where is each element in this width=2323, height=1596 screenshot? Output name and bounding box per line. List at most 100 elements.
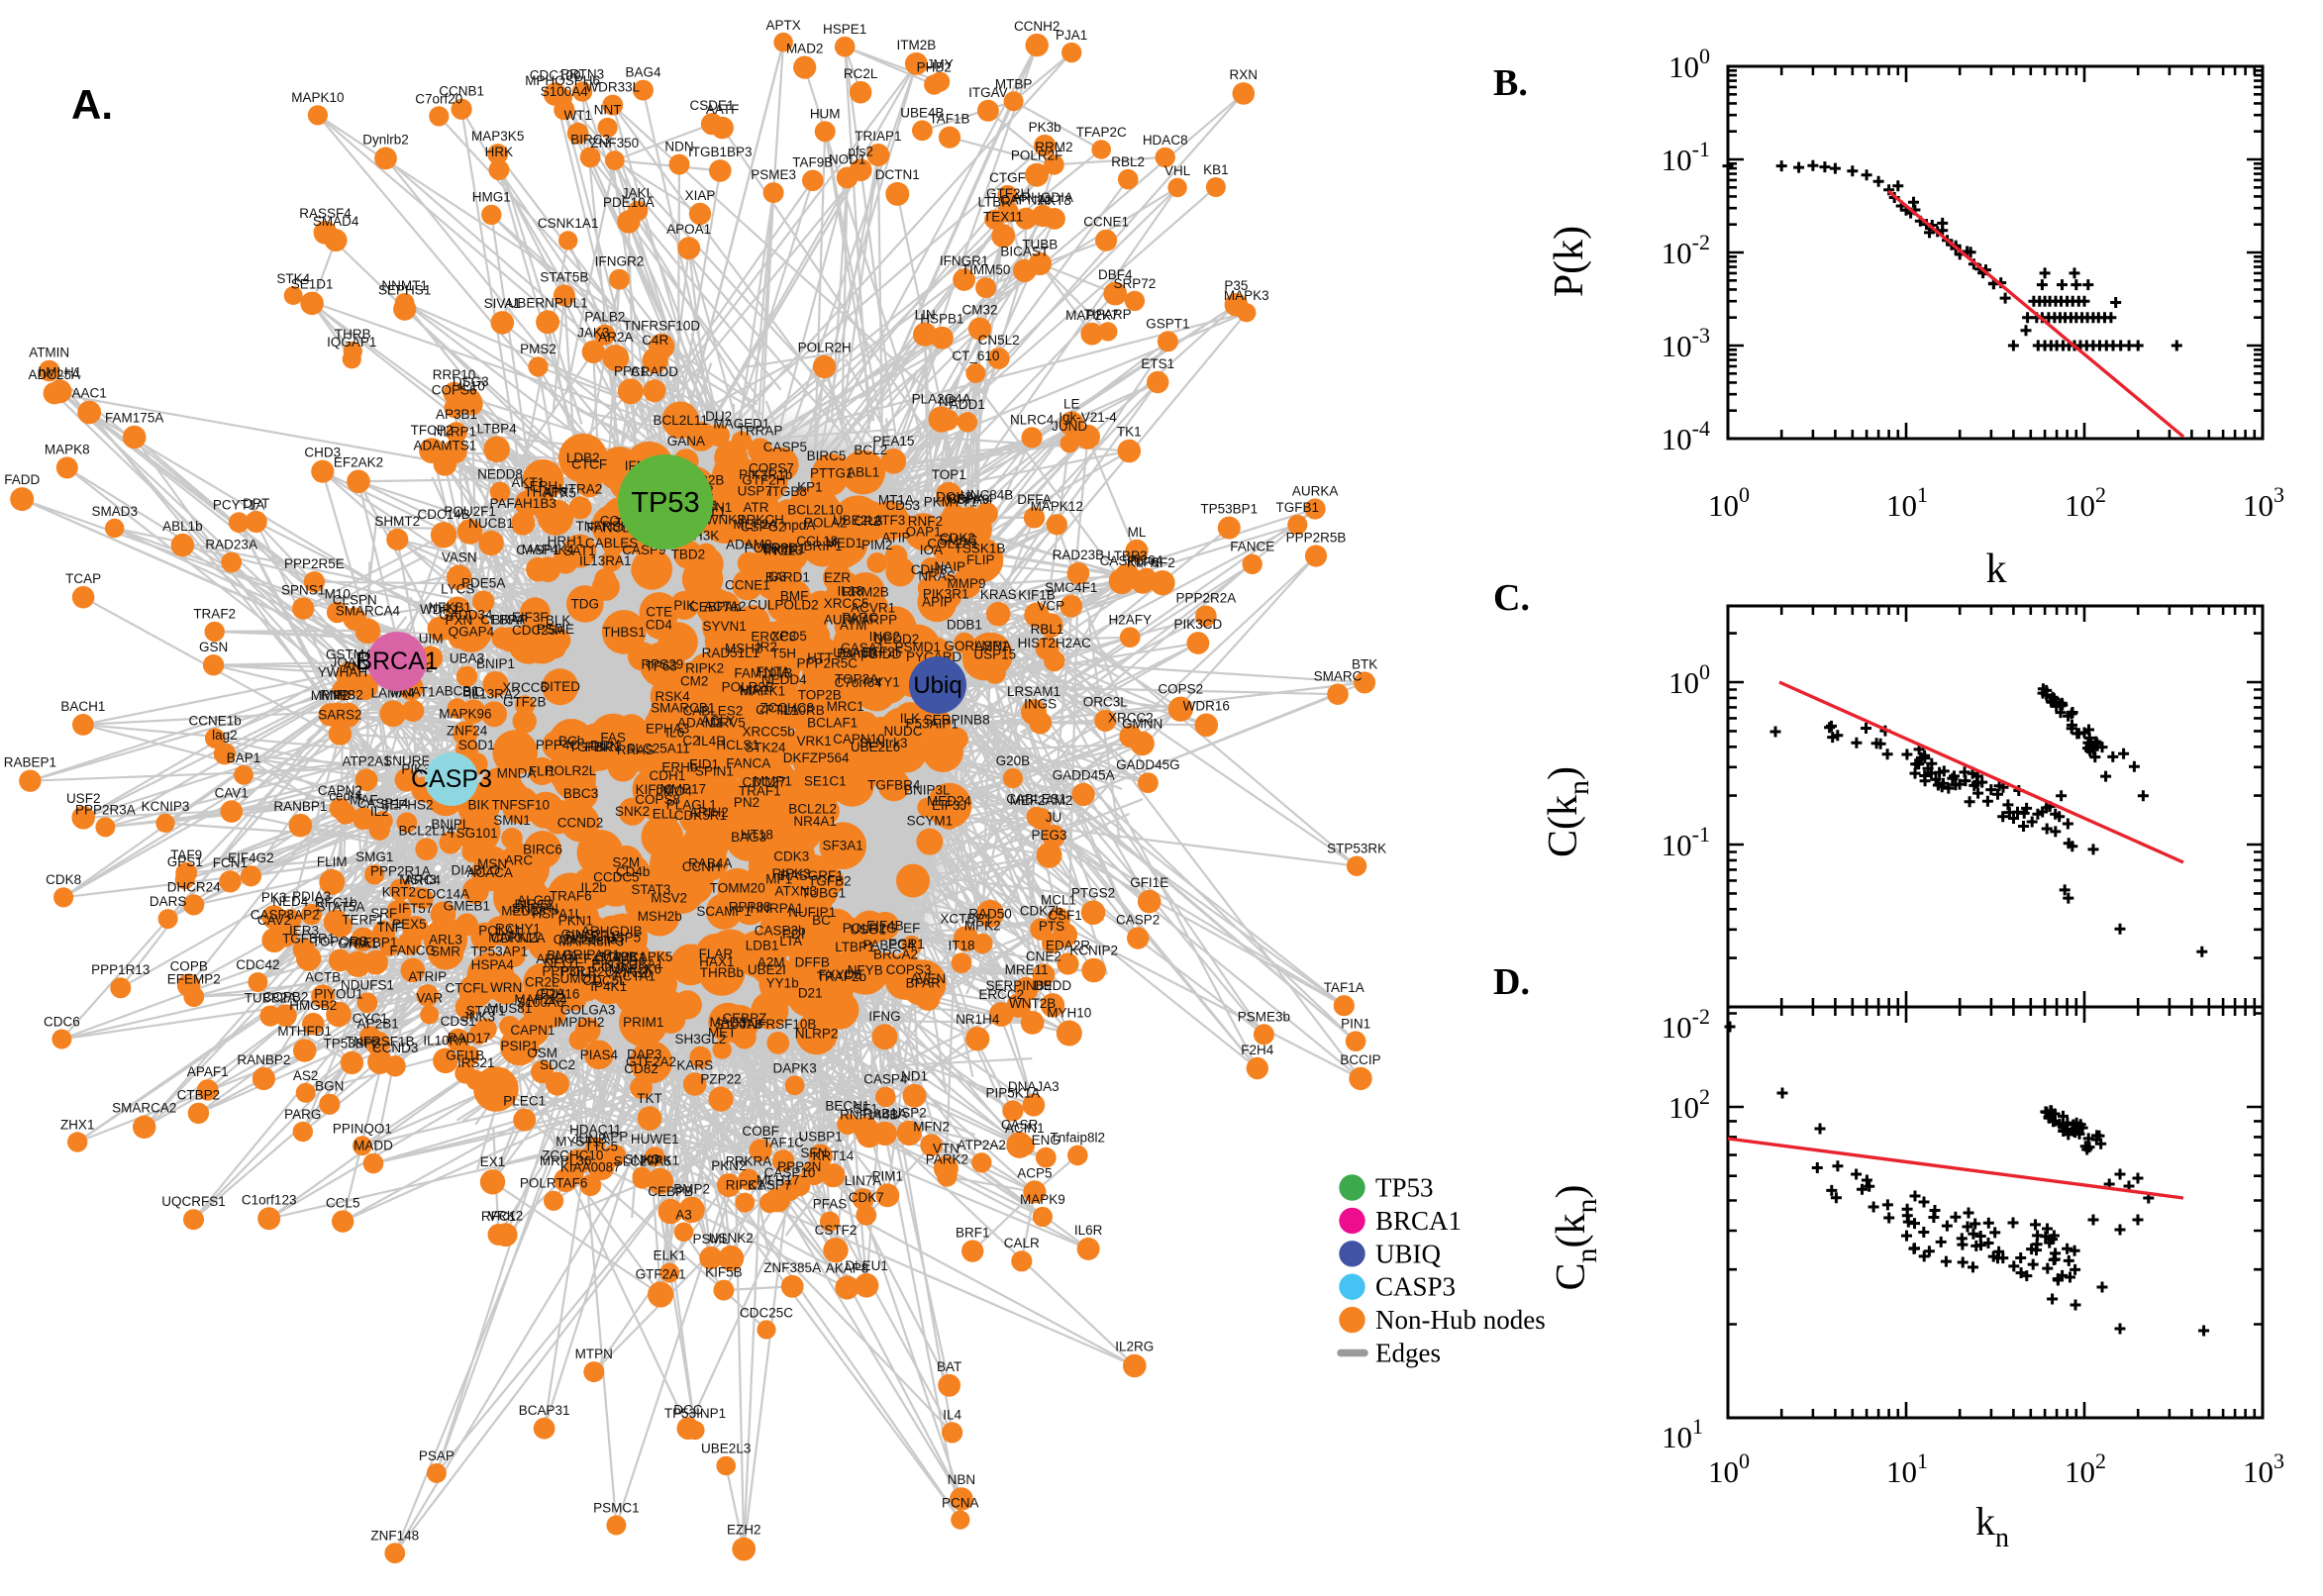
- svg-text:TAF1A: TAF1A: [1324, 980, 1364, 995]
- svg-text:KRT2: KRT2: [382, 885, 416, 900]
- svg-text:USBP1: USBP1: [798, 1129, 842, 1144]
- svg-text:ATR: ATR: [744, 500, 769, 515]
- svg-text:CD4b: CD4b: [616, 864, 651, 879]
- svg-text:GTF2F: GTF2F: [860, 645, 903, 659]
- svg-text:COPS2: COPS2: [1158, 682, 1203, 697]
- svg-text:MTHFD1: MTHFD1: [277, 1024, 332, 1039]
- svg-text:BLK: BLK: [546, 613, 571, 628]
- svg-text:CYC1: CYC1: [353, 1011, 388, 1026]
- svg-text:ADAM1: ADAM1: [677, 715, 724, 730]
- svg-text:UBE2L6: UBE2L6: [851, 740, 900, 754]
- svg-text:CCNE1: CCNE1: [1083, 215, 1129, 230]
- svg-text:MET: MET: [708, 1025, 737, 1040]
- svg-text:APAF1: APAF1: [187, 1064, 229, 1079]
- svg-text:RBL2: RBL2: [1111, 154, 1145, 169]
- svg-text:IER3: IER3: [289, 923, 319, 938]
- svg-text:LE: LE: [1063, 396, 1080, 411]
- svg-text:UIM: UIM: [419, 632, 444, 647]
- svg-text:CD4: CD4: [646, 618, 672, 633]
- svg-text:GSN: GSN: [199, 640, 228, 654]
- svg-text:CCNB1: CCNB1: [439, 84, 484, 99]
- svg-text:EID1: EID1: [689, 756, 719, 771]
- svg-text:CEBPB: CEBPB: [648, 1184, 693, 1199]
- svg-text:STAT3: STAT3: [631, 882, 670, 897]
- svg-text:ATM: ATM: [840, 618, 867, 633]
- svg-text:SF3A1: SF3A1: [823, 839, 863, 853]
- svg-text:CASP4: CASP4: [863, 1072, 908, 1087]
- svg-text:FCN1: FCN1: [213, 855, 248, 870]
- svg-text:HSPE1: HSPE1: [823, 22, 866, 37]
- svg-text:ZNF385A: ZNF385A: [763, 1260, 821, 1275]
- svg-text:HAX1: HAX1: [699, 954, 734, 969]
- svg-text:DKFZP564: DKFZP564: [783, 750, 850, 765]
- svg-text:CDC27: CDC27: [742, 775, 785, 790]
- svg-text:PPP2R5B: PPP2R5B: [1286, 530, 1347, 545]
- svg-text:RASGRF1: RASGRF1: [780, 868, 844, 883]
- svg-text:NR4A1: NR4A1: [793, 814, 837, 829]
- svg-text:RFC1b: RFC1b: [315, 895, 357, 910]
- svg-text:GTF2H: GTF2H: [742, 473, 785, 488]
- svg-text:IL10RA: IL10RA: [423, 1034, 467, 1048]
- svg-text:PPP1R13: PPP1R13: [91, 962, 150, 977]
- svg-text:ERCC2: ERCC2: [978, 987, 1024, 1002]
- svg-text:IL2b: IL2b: [580, 880, 606, 895]
- svg-text:PJA1: PJA1: [1056, 28, 1087, 43]
- svg-text:RAD23B: RAD23B: [1053, 548, 1105, 562]
- svg-text:UBE2L3: UBE2L3: [833, 513, 882, 528]
- svg-text:MAP3K5: MAP3K5: [471, 129, 524, 144]
- svg-text:PPP2R2A: PPP2R2A: [1176, 591, 1237, 606]
- svg-text:SLNtrk3: SLNtrk3: [859, 736, 908, 750]
- svg-text:WNK3: WNK3: [706, 512, 745, 527]
- svg-text:RPS29: RPS29: [642, 657, 684, 672]
- svg-text:PPP2R3A: PPP2R3A: [75, 802, 136, 817]
- svg-text:NOL3: NOL3: [767, 543, 802, 557]
- svg-text:BACH1: BACH1: [60, 699, 105, 714]
- svg-text:UBE2L3: UBE2L3: [701, 1442, 751, 1456]
- svg-text:AURKA: AURKA: [1292, 483, 1339, 498]
- svg-text:UBERNPUL1: UBERNPUL1: [508, 295, 588, 310]
- svg-text:CCL5: CCL5: [326, 1195, 360, 1210]
- svg-text:PSME3b: PSME3b: [1238, 1009, 1290, 1024]
- svg-text:NBN: NBN: [948, 1472, 976, 1487]
- svg-text:WDR16: WDR16: [1183, 699, 1230, 714]
- svg-text:CCL3: CCL3: [591, 960, 626, 975]
- svg-text:LDB2: LDB2: [566, 450, 600, 465]
- svg-text:USP15: USP15: [973, 647, 1016, 661]
- svg-text:DHCR24: DHCR24: [167, 879, 222, 894]
- svg-text:M10: M10: [325, 587, 351, 602]
- svg-text:MFN2: MFN2: [913, 1119, 950, 1134]
- svg-text:C.: C.: [1493, 577, 1530, 619]
- svg-text:OAP1: OAP1: [906, 525, 942, 540]
- svg-text:TFCP2: TFCP2: [411, 423, 454, 438]
- svg-text:SMG1: SMG1: [355, 849, 393, 864]
- svg-text:CCNE1b: CCNE1b: [189, 713, 242, 728]
- svg-text:POLR2G: POLR2G: [843, 921, 897, 936]
- svg-text:CEBPAb: CEBPAb: [689, 599, 741, 614]
- svg-text:XRCC6: XRCC6: [502, 680, 548, 695]
- svg-text:CABLES2: CABLES2: [683, 703, 744, 718]
- svg-text:USP7: USP7: [738, 484, 772, 499]
- svg-text:CCDC5: CCDC5: [593, 870, 640, 885]
- svg-text:MAPK8: MAPK8: [45, 442, 90, 456]
- svg-text:KCNIP2: KCNIP2: [1069, 944, 1118, 958]
- svg-text:BARD1: BARD1: [765, 570, 810, 585]
- svg-text:KIAA0087: KIAA0087: [560, 1159, 621, 1174]
- svg-text:TGFBR3: TGFBR3: [568, 740, 621, 754]
- svg-text:MT1A: MT1A: [878, 492, 914, 507]
- svg-text:AKAP8: AKAP8: [826, 1260, 869, 1275]
- svg-text:UBE2I: UBE2I: [748, 962, 786, 977]
- svg-text:PPINQO1: PPINQO1: [333, 1121, 392, 1136]
- svg-text:MSH2: MSH2: [725, 641, 762, 655]
- svg-text:IQGAP1: IQGAP1: [327, 335, 376, 349]
- svg-text:DAPK3: DAPK3: [772, 1061, 816, 1076]
- svg-text:FLI1: FLI1: [529, 764, 556, 779]
- svg-text:GMNN: GMNN: [1122, 717, 1162, 732]
- svg-text:PIM2: PIM2: [861, 538, 893, 552]
- svg-text:T5H: T5H: [771, 646, 797, 660]
- svg-text:MAPK96: MAPK96: [439, 706, 491, 721]
- svg-text:EIF3F: EIF3F: [512, 610, 549, 625]
- svg-text:SYVN1: SYVN1: [703, 619, 747, 634]
- svg-text:DEDD2: DEDD2: [874, 632, 920, 647]
- svg-text:IT18: IT18: [948, 938, 974, 952]
- svg-text:MAP2K7: MAP2K7: [1065, 308, 1118, 323]
